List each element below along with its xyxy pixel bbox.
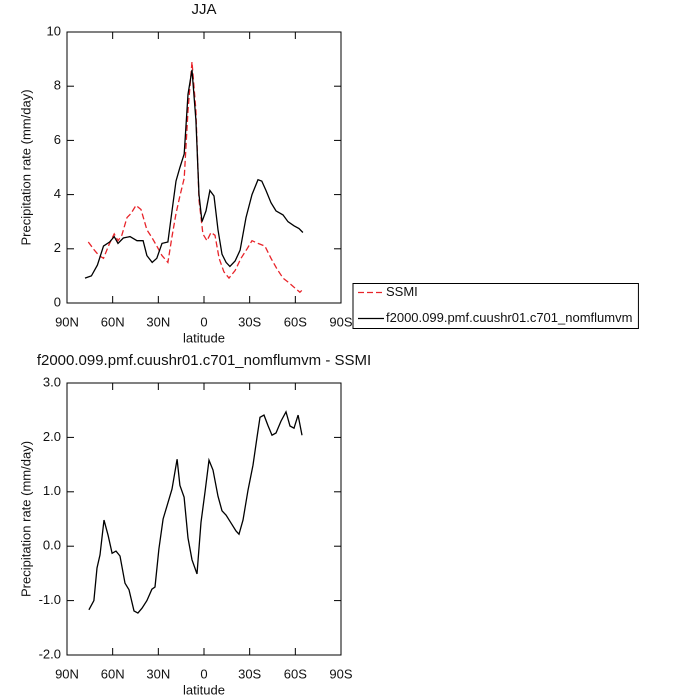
plot-frame — [66, 31, 342, 304]
legend-label: SSMI — [386, 284, 418, 299]
x-tick-label: 90N — [55, 314, 79, 329]
y-tick-label: -2.0 — [39, 646, 61, 661]
y-axis-label: Precipitation rate (mm/day) — [18, 441, 33, 597]
y-axis-label: Precipitation rate (mm/day) — [18, 89, 33, 245]
data-line — [88, 410, 303, 614]
y-tick-label: 2.0 — [43, 429, 61, 444]
x-tick-label: 60N — [101, 314, 125, 329]
y-tick-label: 4 — [54, 186, 61, 201]
x-tick-label: 0 — [200, 666, 207, 681]
x-tick-label: 30S — [238, 666, 261, 681]
x-tick-label: 60S — [284, 666, 307, 681]
x-tick-label: 30N — [146, 314, 170, 329]
legend: SSMI f2000.099.pmf.cuushr01.c701_nomflumv… — [352, 283, 639, 329]
chart-title: JJA — [191, 1, 216, 18]
y-tick-label: 2 — [54, 240, 61, 255]
y-tick-label: 0.0 — [43, 538, 61, 553]
y-tick-label: 3.0 — [43, 374, 61, 389]
y-tick-label: -1.0 — [39, 592, 61, 607]
y-tick-label: 8 — [54, 78, 61, 93]
x-axis-label: latitude — [183, 330, 225, 345]
x-axis-label: latitude — [183, 682, 225, 697]
x-tick-label: 60N — [101, 666, 125, 681]
y-tick-label: 6 — [54, 132, 61, 147]
x-tick-label: 30S — [238, 314, 261, 329]
x-tick-label: 90S — [329, 314, 352, 329]
chart-title: f2000.099.pmf.cuushr01.c701_nomflumvm - … — [37, 352, 371, 369]
y-tick-label: 0 — [54, 294, 61, 309]
x-tick-label: 90N — [55, 666, 79, 681]
panel: JJA 90N 60N 30N 0 30S 60S 90S 0 2 4 6 8 10 latitude Pre… — [18, 1, 639, 345]
x-tick-label: 60S — [284, 314, 307, 329]
x-tick-label: 0 — [200, 314, 207, 329]
legend-label: f2000.099.pmf.cuushr01.c701_nomflumvm — [386, 310, 632, 325]
x-tick-label: 90S — [329, 666, 352, 681]
x-tick-label: 30N — [146, 666, 170, 681]
y-tick-label: 10 — [47, 23, 61, 38]
data-line — [87, 61, 304, 294]
legend-frame — [352, 283, 639, 329]
y-tick-label: 1.0 — [43, 483, 61, 498]
data-line — [84, 69, 304, 279]
panel: f2000.099.pmf.cuushr01.c701_nomflumvm - … — [18, 352, 371, 697]
